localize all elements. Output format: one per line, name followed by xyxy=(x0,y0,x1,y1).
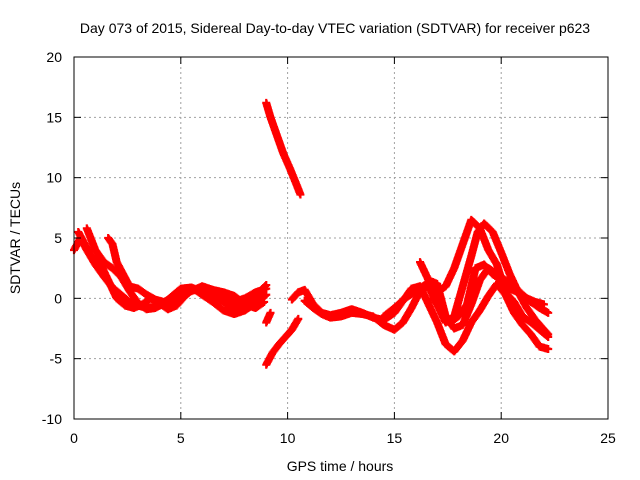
data-point xyxy=(544,332,553,341)
data-point xyxy=(266,308,275,317)
x-tick-label: 5 xyxy=(177,430,185,446)
data-layer xyxy=(70,98,553,369)
series-t6 xyxy=(262,314,303,369)
y-tick-labels: -10 -5 0 5 10 15 20 xyxy=(42,49,62,427)
data-point xyxy=(296,190,305,199)
y-tick-label: -10 xyxy=(42,411,62,427)
series-t12 xyxy=(428,260,548,327)
y-axis-label: SDTVAR / TECUs xyxy=(7,182,23,294)
chart-title: Day 073 of 2015, Sidereal Day-to-day VTE… xyxy=(80,20,590,36)
axis-ticks xyxy=(73,56,609,420)
data-point xyxy=(544,308,553,317)
series-t7 xyxy=(262,308,275,327)
data-point xyxy=(294,314,303,323)
y-tick-label: 15 xyxy=(46,109,62,125)
series-t4 xyxy=(104,234,269,312)
y-tick-label: 10 xyxy=(46,170,62,186)
data-point xyxy=(260,297,269,306)
x-tick-label: 25 xyxy=(600,430,616,446)
y-tick-label: 0 xyxy=(54,290,62,306)
x-tick-label: 0 xyxy=(70,430,78,446)
x-tick-labels: 0 5 10 15 20 25 xyxy=(70,430,616,446)
x-tick-label: 15 xyxy=(387,430,403,446)
y-tick-label: 5 xyxy=(54,230,62,246)
x-tick-label: 10 xyxy=(280,430,296,446)
series-t10 xyxy=(379,215,553,341)
data-point xyxy=(262,284,271,293)
x-axis-label: GPS time / hours xyxy=(287,458,394,474)
y-tick-label: 20 xyxy=(46,49,62,65)
data-point xyxy=(544,345,553,354)
y-tick-label: -5 xyxy=(50,351,63,367)
data-point xyxy=(539,300,548,309)
grid-lines xyxy=(74,57,608,419)
x-tick-label: 20 xyxy=(493,430,509,446)
series-t5 xyxy=(262,98,305,199)
